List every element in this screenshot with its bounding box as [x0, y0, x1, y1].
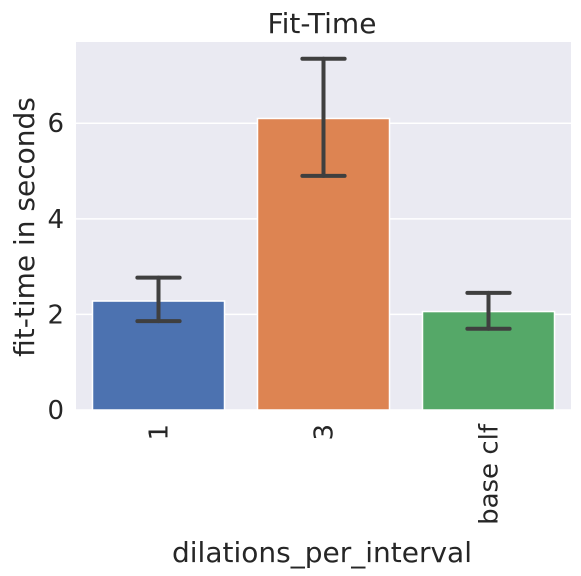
y-tick-label: 2 — [47, 300, 64, 330]
y-tick-label: 4 — [47, 205, 64, 235]
chart-title: Fit-Time — [268, 7, 377, 40]
y-axis-ticks: 0 2 4 6 — [47, 109, 64, 426]
error-bar-base-clf — [465, 290, 512, 331]
y-axis-label: fit-time in seconds — [8, 97, 41, 357]
x-tick-label: 3 — [310, 424, 340, 441]
x-tick-label: base clf — [475, 423, 505, 525]
x-tick-label: 1 — [145, 424, 175, 441]
y-tick-label: 6 — [47, 109, 64, 139]
y-tick-label: 0 — [47, 396, 64, 426]
error-bar-3 — [300, 56, 347, 178]
x-axis-ticks: 1 3 base clf — [145, 423, 505, 525]
error-bar-1 — [135, 275, 182, 324]
x-axis-label: dilations_per_interval — [172, 536, 472, 569]
error-bars — [135, 56, 512, 331]
